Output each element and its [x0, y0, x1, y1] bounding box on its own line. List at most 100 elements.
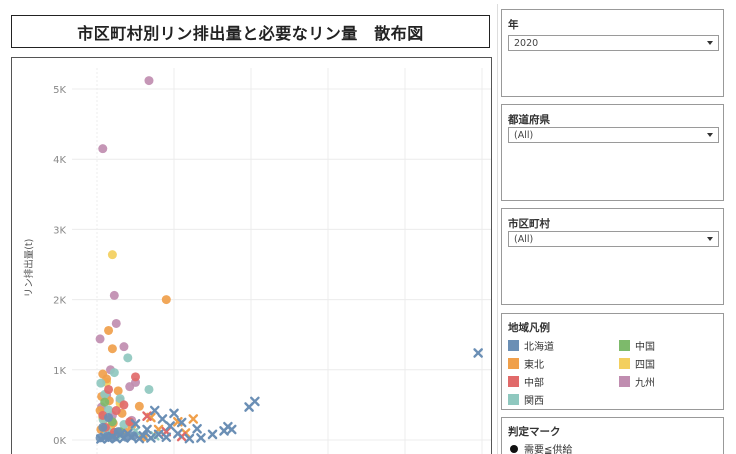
prefecture-filter-card: 都道府県 (All)	[501, 104, 724, 201]
data-point[interactable]	[161, 295, 171, 305]
legend-swatch	[619, 358, 630, 369]
cross-mark-stroke	[134, 433, 145, 444]
legend-swatch	[508, 340, 519, 351]
data-point[interactable]	[184, 433, 195, 444]
legend-label: 東北	[524, 360, 544, 371]
cross-mark-stroke	[130, 419, 141, 429]
legend-item-tohoku[interactable]: 東北	[508, 356, 544, 371]
legend-title: 地域凡例	[508, 322, 550, 334]
data-point[interactable]	[119, 400, 129, 410]
data-point[interactable]	[98, 422, 108, 432]
data-point[interactable]	[131, 372, 140, 382]
data-point[interactable]	[104, 413, 114, 423]
year-dropdown-value: 2020	[514, 38, 539, 49]
data-point[interactable]	[107, 250, 117, 260]
data-point[interactable]	[157, 414, 168, 424]
data-point[interactable]	[134, 401, 144, 411]
municipality-dropdown[interactable]: (All)	[508, 231, 719, 247]
y-tick-label: 3K	[53, 225, 66, 236]
legend-label: 中部	[524, 378, 544, 389]
legend-item-chubu[interactable]: 中部	[508, 374, 544, 389]
y-tick-label: 5K	[53, 85, 66, 96]
data-point[interactable]	[104, 325, 114, 335]
y-axis-label: リン排出量(t)	[23, 239, 35, 298]
data-point[interactable]	[144, 76, 154, 86]
data-point[interactable]	[149, 405, 160, 416]
legend-item-hokkaido[interactable]: 北海道	[508, 338, 554, 353]
prefecture-filter-title: 都道府県	[508, 114, 550, 126]
legend-item-kyushu[interactable]: 九州	[619, 374, 655, 389]
data-point[interactable]	[244, 402, 254, 412]
data-point[interactable]	[96, 378, 106, 388]
data-point[interactable]	[173, 428, 183, 439]
mark-legend: 判定マーク 需要≦供給	[501, 417, 724, 454]
data-point[interactable]	[188, 414, 199, 424]
data-point[interactable]	[123, 353, 133, 363]
data-point[interactable]	[153, 429, 164, 440]
cross-mark-stroke	[142, 424, 152, 435]
scatter-chart[interactable]: 0K 1K 2K 3K 4K 5K リン排出量(t)	[11, 57, 492, 454]
legend-swatch	[508, 376, 519, 387]
data-point[interactable]	[109, 290, 119, 300]
data-point[interactable]	[121, 432, 131, 442]
cross-mark-stroke	[153, 429, 164, 440]
cross-mark-stroke	[165, 421, 175, 431]
data-point[interactable]	[104, 405, 114, 415]
y-tick-label: 4K	[53, 155, 66, 166]
data-point[interactable]	[146, 433, 156, 443]
data-point[interactable]	[98, 144, 108, 154]
data-point[interactable]	[196, 433, 206, 443]
prefecture-dropdown[interactable]: (All)	[508, 127, 719, 143]
data-point[interactable]	[176, 417, 187, 428]
cross-mark-stroke	[473, 348, 483, 358]
data-point[interactable]	[95, 334, 105, 344]
region-legend: 地域凡例 北海道 中国 東北 四国 中部	[501, 313, 724, 410]
legend-swatch	[508, 394, 519, 405]
data-point[interactable]	[129, 431, 139, 441]
data-point[interactable]	[100, 397, 110, 407]
data-point[interactable]	[113, 386, 123, 396]
legend-item-shikoku[interactable]: 四国	[619, 356, 655, 371]
data-point[interactable]	[144, 384, 154, 394]
legend-item-chugoku[interactable]: 中国	[619, 338, 655, 353]
data-point[interactable]	[207, 429, 218, 440]
legend-item-kansai[interactable]: 関西	[508, 392, 544, 407]
y-tick-label: 2K	[53, 296, 66, 307]
data-point[interactable]	[125, 382, 135, 392]
y-tick-label: 0K	[53, 436, 66, 447]
data-point[interactable]	[107, 433, 117, 443]
data-point[interactable]	[142, 411, 152, 421]
data-point[interactable]	[169, 408, 179, 419]
scatter-plot-svg[interactable]: 0K 1K 2K 3K 4K 5K リン排出量(t)	[12, 58, 492, 454]
legend-label: 四国	[635, 360, 655, 371]
data-point[interactable]	[104, 384, 114, 394]
cross-mark-stroke	[192, 423, 202, 434]
legend-swatch	[619, 376, 630, 387]
data-point[interactable]	[192, 423, 202, 434]
data-point[interactable]	[111, 318, 121, 328]
data-point[interactable]	[113, 427, 123, 437]
cross-mark-stroke	[176, 417, 187, 428]
cross-mark-stroke	[146, 433, 156, 443]
mark-legend-item[interactable]: 需要≦供給	[510, 441, 572, 454]
data-point[interactable]	[165, 421, 175, 431]
data-point[interactable]	[109, 368, 119, 378]
data-point[interactable]	[161, 432, 172, 442]
cross-mark-stroke	[146, 412, 156, 423]
data-point[interactable]	[119, 342, 129, 352]
data-point[interactable]	[130, 419, 141, 429]
chevron-down-icon	[707, 237, 713, 241]
data-point[interactable]	[111, 406, 121, 416]
data-point[interactable]	[226, 424, 237, 435]
data-point[interactable]	[473, 348, 483, 358]
year-filter-card: 年 2020	[501, 9, 724, 97]
data-point[interactable]	[142, 424, 152, 435]
data-point[interactable]	[219, 426, 229, 436]
year-dropdown[interactable]: 2020	[508, 35, 719, 51]
data-point[interactable]	[95, 433, 105, 443]
legend-label: 九州	[635, 378, 655, 389]
municipality-filter-card: 市区町村 (All)	[501, 208, 724, 305]
cross-mark-stroke	[149, 405, 160, 416]
data-point[interactable]	[107, 344, 117, 354]
